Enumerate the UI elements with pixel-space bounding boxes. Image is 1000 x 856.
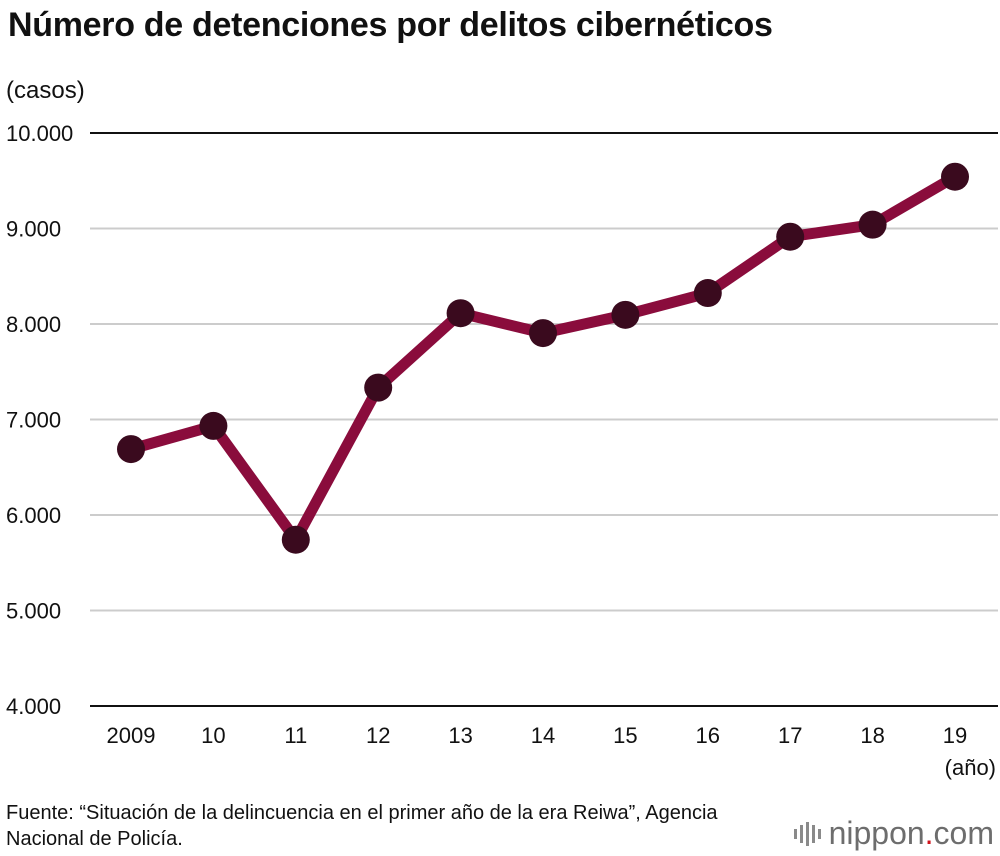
data-point (941, 162, 969, 191)
x-tick-label: 14 (531, 723, 555, 748)
data-point (446, 299, 475, 328)
y-tick-label: 9.000 (6, 217, 61, 242)
x-tick-label: 11 (284, 723, 307, 748)
logo-dot: . (924, 815, 934, 851)
series-lines (125, 171, 961, 546)
data-point (281, 525, 310, 554)
data-point (529, 319, 557, 348)
source-note: Fuente: “Situación de la delincuencia en… (6, 802, 718, 850)
data-point (117, 435, 145, 464)
x-axis-unit-label: (año) (944, 755, 996, 780)
series-line (125, 171, 961, 546)
x-tick-label: 13 (448, 723, 472, 748)
y-tick-label: 5.000 (6, 599, 61, 624)
x-tick-label: 15 (613, 723, 637, 748)
nippon-logo: nippon. com (793, 815, 994, 852)
x-tick-label: 2009 (107, 723, 156, 748)
chart-title: Número de detenciones por delitos cibern… (8, 6, 773, 44)
x-tick-label: 10 (201, 723, 225, 748)
y-tick-label: 7.000 (6, 408, 61, 433)
y-axis-label: (casos) (6, 77, 85, 104)
data-point (364, 373, 393, 402)
y-tick-label: 8.000 (6, 312, 61, 337)
logo-name: nippon (828, 815, 925, 851)
x-tick-label: 18 (860, 723, 884, 748)
chart-area: 4.000 5.000 6.000 7.000 8.000 9.000 10.000 200… (6, 121, 998, 748)
y-tick-label: 6.000 (6, 503, 61, 528)
series-points (117, 162, 969, 554)
data-point (693, 279, 722, 308)
x-tick-label: 12 (366, 723, 390, 748)
data-point (611, 300, 640, 329)
y-tick-label: 4.000 (6, 694, 61, 719)
x-tick-label: 17 (778, 723, 802, 748)
y-tick-label: 10.000 (6, 121, 73, 146)
data-point (776, 222, 805, 251)
logo-suffix: com (933, 815, 994, 851)
x-tick-label: 19 (943, 723, 967, 748)
data-point (199, 411, 228, 440)
data-point (858, 210, 887, 239)
x-tick-label: 16 (696, 723, 720, 748)
y-tick-labels: 4.000 5.000 6.000 7.000 8.000 9.000 10.000 (6, 121, 73, 719)
logo-bars-icon (793, 821, 821, 846)
x-tick-labels: 2009 10 11 12 13 14 15 16 17 18 19 (107, 723, 968, 748)
